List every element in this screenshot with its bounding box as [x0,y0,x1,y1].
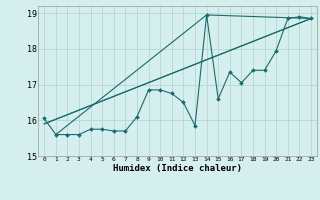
X-axis label: Humidex (Indice chaleur): Humidex (Indice chaleur) [113,164,242,173]
